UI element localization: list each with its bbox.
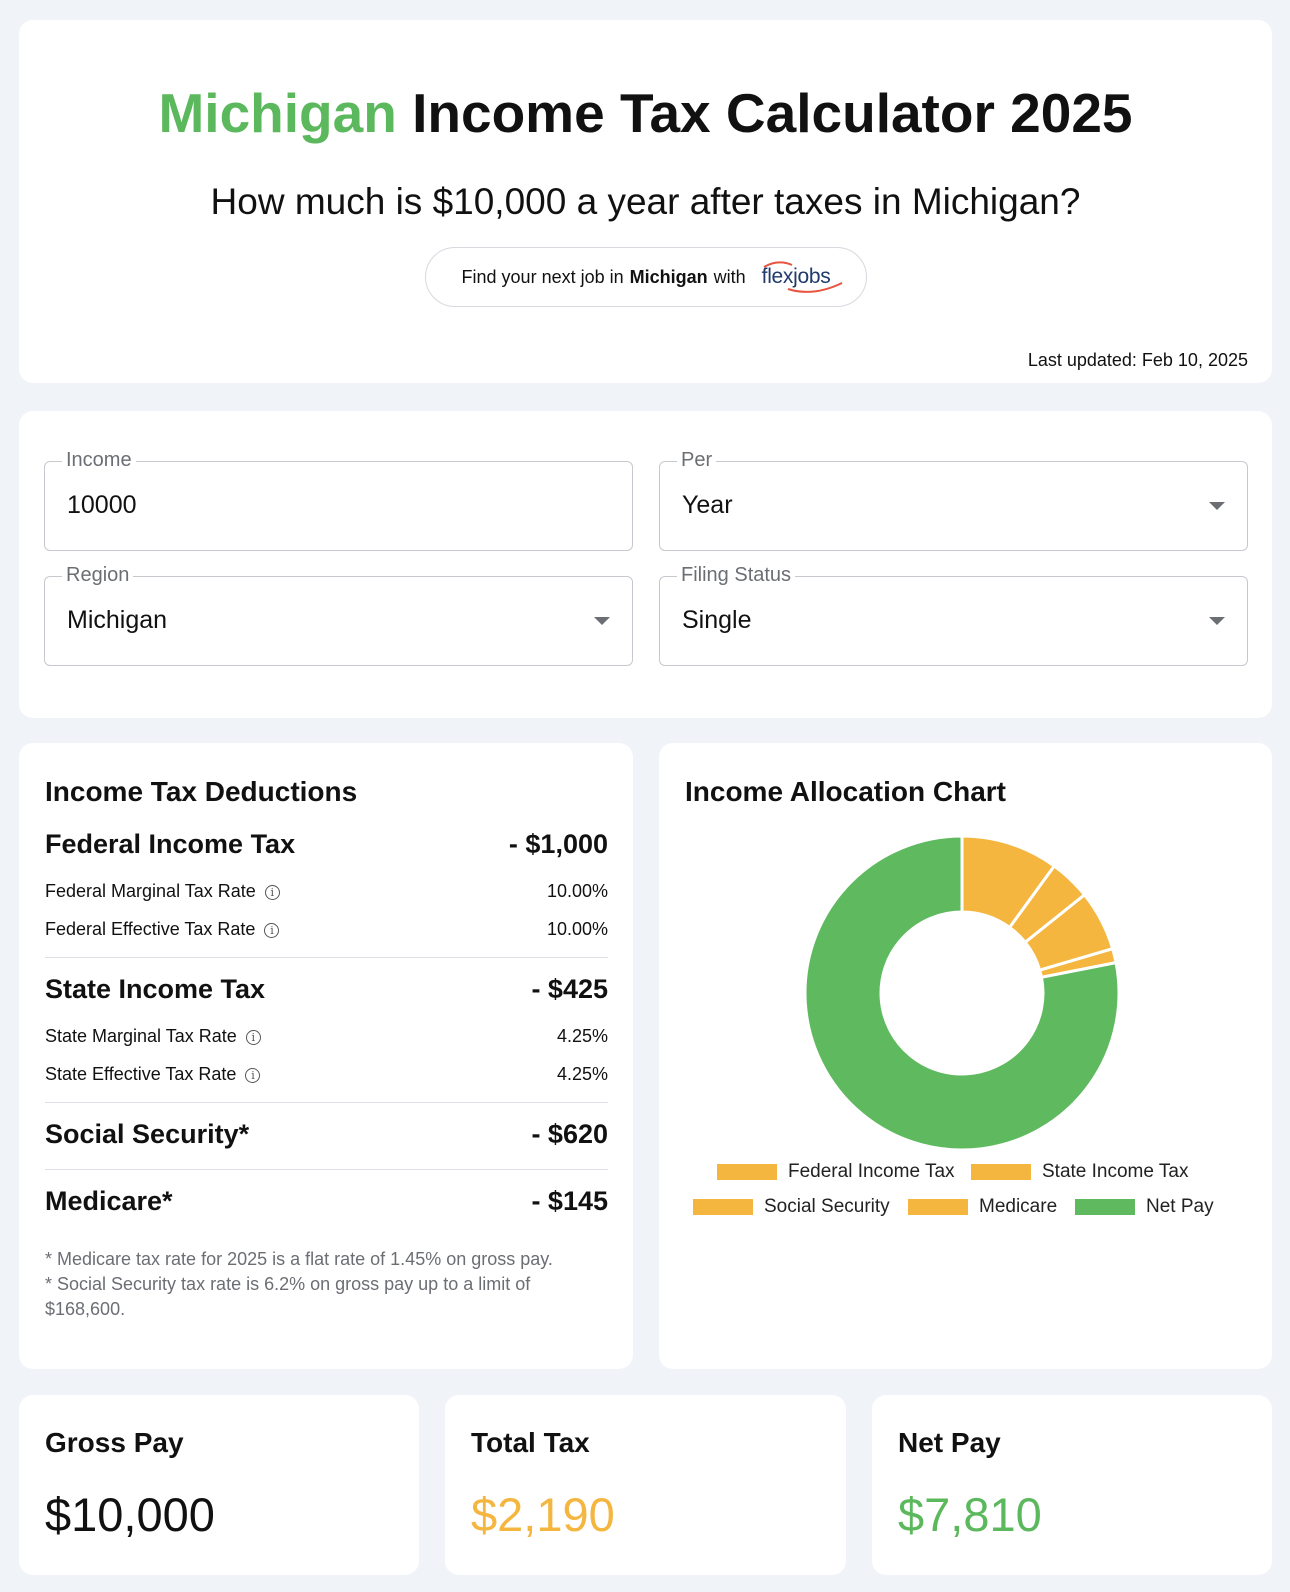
region-label: Region xyxy=(62,562,134,588)
gross-pay-label: Gross Pay xyxy=(45,1427,184,1458)
title-text: Income Tax Calculator 2025 xyxy=(412,82,1133,144)
legend-item-net-pay[interactable]: Net Pay xyxy=(1075,1196,1214,1218)
federal-effective-row: Federal Effective Tax Rate i 10.00% xyxy=(45,919,608,940)
gross-pay-value: $10,000 xyxy=(45,1488,215,1541)
info-icon[interactable]: i xyxy=(245,1067,261,1083)
legend-swatch xyxy=(693,1199,753,1215)
social-security-value: - $620 xyxy=(531,1119,608,1149)
total-tax-card: Total Tax $2,190 xyxy=(445,1395,846,1575)
total-tax-value: $2,190 xyxy=(471,1488,615,1541)
info-icon[interactable]: i xyxy=(264,922,280,938)
state-marginal-row: State Marginal Tax Rate i 4.25% xyxy=(45,1026,608,1047)
title-state: Michigan xyxy=(158,82,397,144)
filing-status-label: Filing Status xyxy=(677,562,796,588)
legend-item-medicare[interactable]: Medicare xyxy=(908,1196,1057,1218)
net-pay-value: $7,810 xyxy=(898,1488,1042,1541)
medicare-row: Medicare* - $145 xyxy=(45,1186,608,1217)
legend-item-federal-income-tax[interactable]: Federal Income Tax xyxy=(717,1161,955,1183)
federal-tax-row: Federal Income Tax - $1,000 xyxy=(45,829,608,860)
state-effective-label: State Effective Tax Rate xyxy=(45,1064,237,1084)
total-tax-label: Total Tax xyxy=(471,1427,590,1458)
state-marginal-label: State Marginal Tax Rate xyxy=(45,1026,237,1046)
income-allocation-donut xyxy=(804,835,1120,1151)
chart-card: Income Allocation Chart Federal Income T… xyxy=(659,743,1272,1369)
federal-marginal-label: Federal Marginal Tax Rate xyxy=(45,881,256,901)
legend-item-social-security[interactable]: Social Security xyxy=(693,1196,890,1218)
divider xyxy=(45,1102,608,1103)
income-field[interactable]: Income xyxy=(44,447,633,551)
last-updated: Last updated: Feb 10, 2025 xyxy=(1027,350,1248,370)
chevron-down-icon[interactable] xyxy=(1209,617,1225,625)
legend-label: Social Security xyxy=(764,1196,890,1217)
page-title: Michigan Income Tax Calculator 2025 xyxy=(19,82,1272,144)
deductions-title: Income Tax Deductions xyxy=(45,776,358,807)
chevron-down-icon[interactable] xyxy=(1209,502,1225,510)
chevron-down-icon[interactable] xyxy=(594,617,610,625)
state-marginal-value: 4.25% xyxy=(556,1026,608,1046)
region-select[interactable]: Region Michigan xyxy=(44,562,633,666)
filing-status-select[interactable]: Filing Status Single xyxy=(659,562,1248,666)
state-effective-row: State Effective Tax Rate i 4.25% xyxy=(45,1064,608,1085)
state-tax-row: State Income Tax - $425 xyxy=(45,974,608,1005)
social-security-footnote: * Social Security tax rate is 6.2% on gr… xyxy=(45,1274,531,1319)
income-input[interactable] xyxy=(67,488,547,522)
filing-status-value: Single xyxy=(682,606,752,634)
job-state: Michigan xyxy=(629,266,708,287)
info-icon[interactable]: i xyxy=(264,884,280,900)
slice-net-pay[interactable] xyxy=(804,835,1120,1151)
legend-label: Net Pay xyxy=(1146,1196,1214,1217)
legend-label: Medicare xyxy=(979,1196,1058,1217)
form-card: Income Per Year Region Michigan Filing S… xyxy=(19,411,1272,718)
federal-marginal-row: Federal Marginal Tax Rate i 10.00% xyxy=(45,881,608,902)
flexjobs-logo-text: flexjobs xyxy=(761,265,831,288)
legend-label: State Income Tax xyxy=(1042,1161,1189,1182)
gross-pay-card: Gross Pay $10,000 xyxy=(19,1395,419,1575)
federal-tax-value: - $1,000 xyxy=(508,829,608,859)
social-security-row: Social Security* - $620 xyxy=(45,1119,608,1150)
net-pay-card: Net Pay $7,810 xyxy=(872,1395,1272,1575)
legend-swatch xyxy=(971,1164,1031,1180)
region-value: Michigan xyxy=(67,606,168,634)
header-card: Michigan Income Tax Calculator 2025 How … xyxy=(19,20,1272,383)
federal-effective-value: 10.00% xyxy=(546,919,608,939)
per-label: Per xyxy=(677,447,717,473)
job-prefix: Find your next job in xyxy=(461,266,624,287)
divider xyxy=(45,957,608,958)
net-pay-label: Net Pay xyxy=(898,1427,1001,1458)
deductions-card: Income Tax Deductions Federal Income Tax… xyxy=(19,743,633,1369)
info-icon[interactable]: i xyxy=(245,1029,261,1045)
state-tax-label: State Income Tax xyxy=(45,974,266,1004)
page-subtitle: How much is $10,000 a year after taxes i… xyxy=(210,181,1081,222)
social-security-label: Social Security* xyxy=(45,1119,250,1149)
flexjobs-logo-icon: flexjobs xyxy=(761,257,843,297)
legend-swatch xyxy=(908,1199,968,1215)
legend-swatch xyxy=(1075,1199,1135,1215)
medicare-footnote: * Medicare tax rate for 2025 is a flat r… xyxy=(45,1249,553,1269)
flexjobs-button[interactable]: Find your next job in Michigan with flex… xyxy=(425,247,867,307)
federal-marginal-value: 10.00% xyxy=(546,881,608,901)
income-label: Income xyxy=(62,447,136,473)
legend-item-state-income-tax[interactable]: State Income Tax xyxy=(971,1161,1188,1183)
legend-swatch xyxy=(717,1164,777,1180)
per-value: Year xyxy=(682,491,733,519)
job-suffix: with xyxy=(713,266,746,287)
per-select[interactable]: Per Year xyxy=(659,447,1248,551)
federal-tax-label: Federal Income Tax xyxy=(45,829,296,859)
medicare-value: - $145 xyxy=(531,1186,608,1216)
divider xyxy=(45,1169,608,1170)
medicare-label: Medicare* xyxy=(45,1186,173,1216)
state-tax-value: - $425 xyxy=(531,974,608,1004)
legend-label: Federal Income Tax xyxy=(788,1161,955,1182)
federal-effective-label: Federal Effective Tax Rate xyxy=(45,919,256,939)
state-effective-value: 4.25% xyxy=(556,1064,608,1084)
chart-title: Income Allocation Chart xyxy=(685,776,1007,807)
